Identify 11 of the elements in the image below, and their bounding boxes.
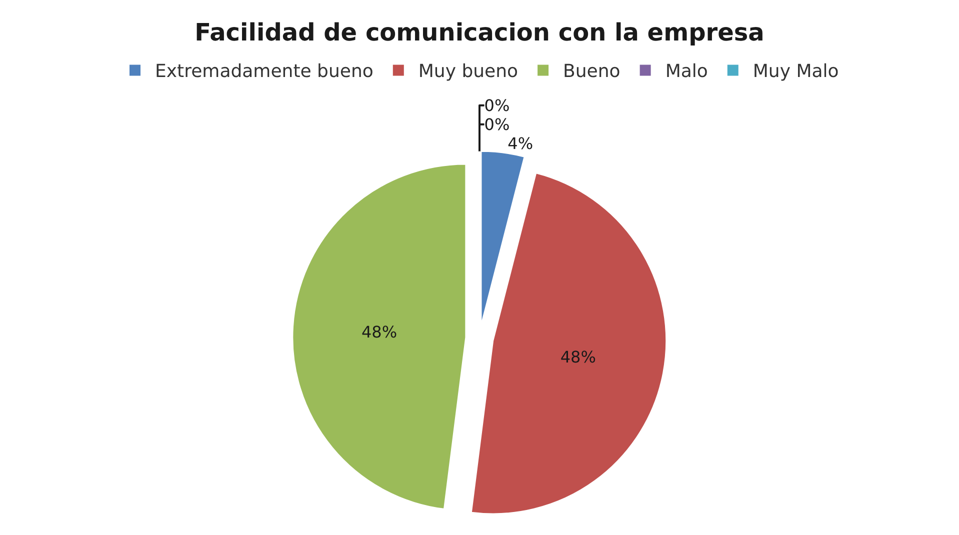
chart-title: Facilidad de comunicacion con la empresa xyxy=(194,18,764,46)
legend-label: Malo xyxy=(665,61,708,82)
data-label: 48% xyxy=(560,347,596,366)
text: 0% xyxy=(484,96,510,115)
text: 0% xyxy=(484,114,510,134)
data-label: 48% xyxy=(361,322,398,342)
data-label: 4% xyxy=(508,134,534,153)
legend-label: Muy bueno xyxy=(418,61,518,82)
legend-label: Muy Malo xyxy=(752,61,839,82)
legend-label: Bueno xyxy=(563,61,620,82)
legend-label: Extremadamente bueno xyxy=(155,61,374,82)
